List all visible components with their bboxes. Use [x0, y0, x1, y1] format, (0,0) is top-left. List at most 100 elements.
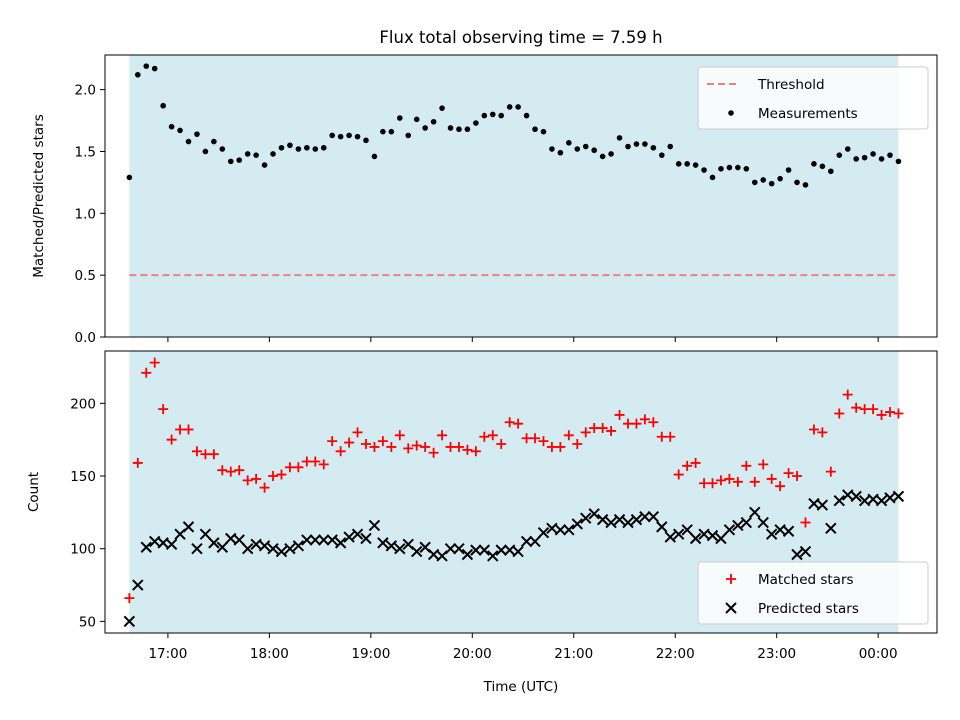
predicted-stars-point — [799, 545, 812, 558]
matched-stars-point — [344, 437, 355, 448]
measurement-point — [253, 152, 259, 158]
matched-stars-point — [783, 468, 794, 479]
predicted-stars-point — [461, 548, 474, 561]
measurement-point — [760, 177, 767, 183]
y-tick-label: 150 — [70, 469, 96, 485]
measurement-point — [219, 146, 226, 152]
matched-stars-point — [394, 430, 405, 441]
measurement-point — [236, 157, 243, 163]
matched-stars-point — [234, 465, 245, 476]
matched-stars-point — [631, 418, 642, 429]
measurement-point — [684, 161, 690, 167]
matched-stars-point — [327, 436, 338, 447]
predicted-stars-point — [571, 518, 583, 530]
predicted-stars-point — [892, 490, 905, 503]
measurement-point — [295, 146, 302, 152]
matched-stars-point — [563, 430, 574, 441]
matched-stars-point — [437, 430, 448, 441]
predicted-stars-point — [140, 541, 152, 553]
matched-stars-point — [859, 404, 870, 415]
matched-stars-point — [403, 443, 414, 454]
predicted-stars-point — [165, 538, 178, 551]
matched-stars-point — [149, 357, 160, 368]
matched-stars-point — [775, 481, 786, 492]
measurement-point — [320, 144, 327, 151]
measurement-point — [642, 141, 648, 147]
matched-stars-point — [715, 475, 726, 486]
measurement-point — [202, 148, 209, 155]
legend-label: Measurements — [758, 106, 858, 122]
matched-stars-point — [546, 441, 557, 452]
x-tick-label: 00:00 — [859, 646, 898, 662]
measurement-point — [413, 116, 420, 123]
matched-stars-point — [175, 424, 186, 435]
measurement-point — [726, 164, 733, 171]
predicted-stars-point — [605, 516, 617, 529]
predicted-stars-point — [284, 542, 296, 555]
matched-stars-point — [530, 433, 541, 444]
predicted-stars-point — [292, 540, 305, 552]
predicted-stars-point — [529, 535, 541, 548]
measurement-point — [270, 151, 276, 157]
matched-stars-point — [884, 407, 895, 418]
matched-stars-point — [428, 447, 439, 458]
measurement-point — [853, 156, 859, 162]
x-tick-label: 19:00 — [351, 646, 390, 662]
matched-stars-point — [800, 517, 811, 528]
measurement-point — [211, 138, 217, 145]
measurement-point — [151, 65, 158, 72]
matched-stars-point — [707, 478, 718, 489]
predicted-stars-point — [453, 542, 465, 555]
matched-stars-point — [369, 441, 380, 452]
measurement-point — [811, 161, 817, 167]
measurement-point — [287, 142, 293, 149]
measurement-point — [819, 163, 826, 170]
legend-label: Predicted stars — [758, 601, 859, 617]
matched-stars-point — [555, 441, 566, 452]
measurement-point — [675, 161, 682, 167]
axes-frame — [104, 350, 938, 634]
measurement-point — [506, 104, 513, 110]
matched-stars-point — [699, 478, 710, 489]
y-tick-label: 200 — [70, 396, 96, 412]
matched-stars-point — [310, 456, 321, 467]
measurement-point — [608, 151, 614, 157]
x-axis-label: Time (UTC) — [483, 679, 559, 695]
matched-stars-point — [580, 427, 591, 438]
predicted-stars-point — [537, 526, 550, 539]
measurement-point — [312, 146, 319, 152]
measurement-point — [447, 125, 454, 131]
matched-stars-point — [242, 475, 253, 486]
measurement-point — [261, 162, 268, 168]
measurement-point — [718, 165, 724, 172]
measurement-point — [523, 112, 530, 119]
predicted-stars-point — [368, 519, 381, 532]
predicted-stars-point — [478, 544, 491, 556]
matched-stars-point — [166, 434, 177, 445]
matched-stars-point — [741, 460, 752, 471]
matched-stars-point — [808, 424, 819, 435]
predicted-stars-point — [470, 544, 482, 556]
matched-stars-point — [851, 402, 862, 413]
matched-stars-point — [606, 425, 617, 436]
matched-stars-point — [335, 446, 346, 457]
predicted-stars-point — [689, 532, 702, 545]
measurement-point — [498, 112, 505, 119]
matched-stars-point — [648, 417, 659, 428]
predicted-stars-point — [580, 512, 592, 524]
matched-stars-point — [842, 389, 853, 400]
matched-stars-point — [132, 457, 143, 468]
matched-stars-point — [521, 433, 532, 444]
matched-stars-point — [817, 427, 828, 438]
legend-box — [697, 561, 929, 625]
predicted-stars-point — [563, 524, 575, 536]
measurement-point — [388, 128, 395, 135]
matched-stars-point — [318, 459, 329, 470]
y-tick-label: 50 — [79, 614, 96, 630]
measurement-point — [895, 158, 902, 165]
matched-stars-point — [597, 423, 608, 434]
predicted-stars-point — [258, 540, 271, 552]
predicted-stars-point — [351, 528, 364, 540]
matched-stars-point — [639, 414, 650, 425]
measurement-point — [168, 123, 175, 130]
